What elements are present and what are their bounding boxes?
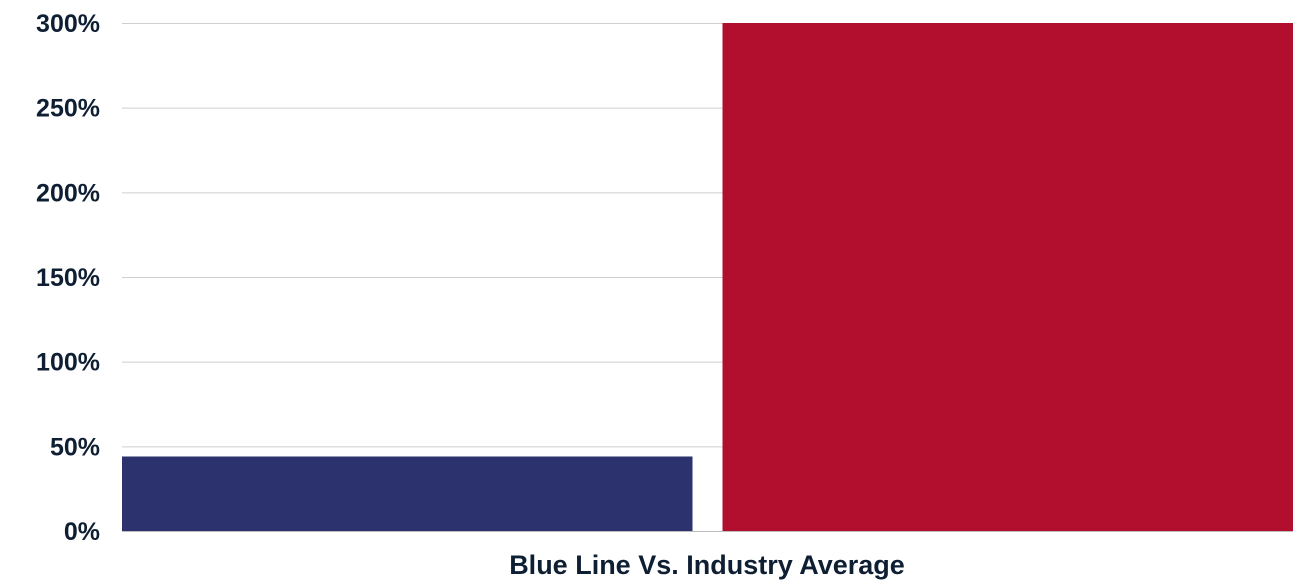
x-axis-title: Blue Line Vs. Industry Average [509,550,905,580]
bars [122,23,1293,531]
gridlines [122,23,1293,532]
bar-2 [722,23,1293,531]
y-tick-label: 200% [36,179,100,207]
y-axis-tick-labels: 0% 50% 100% 150% 200% 250% 300% [36,10,100,546]
y-tick-label: 150% [36,264,100,292]
bar-1 [122,456,693,531]
y-tick-label: 250% [36,95,100,123]
y-tick-label: 100% [36,349,100,377]
y-tick-label: 0% [64,518,100,546]
y-tick-label: 50% [50,433,100,461]
y-tick-label: 300% [36,10,100,38]
